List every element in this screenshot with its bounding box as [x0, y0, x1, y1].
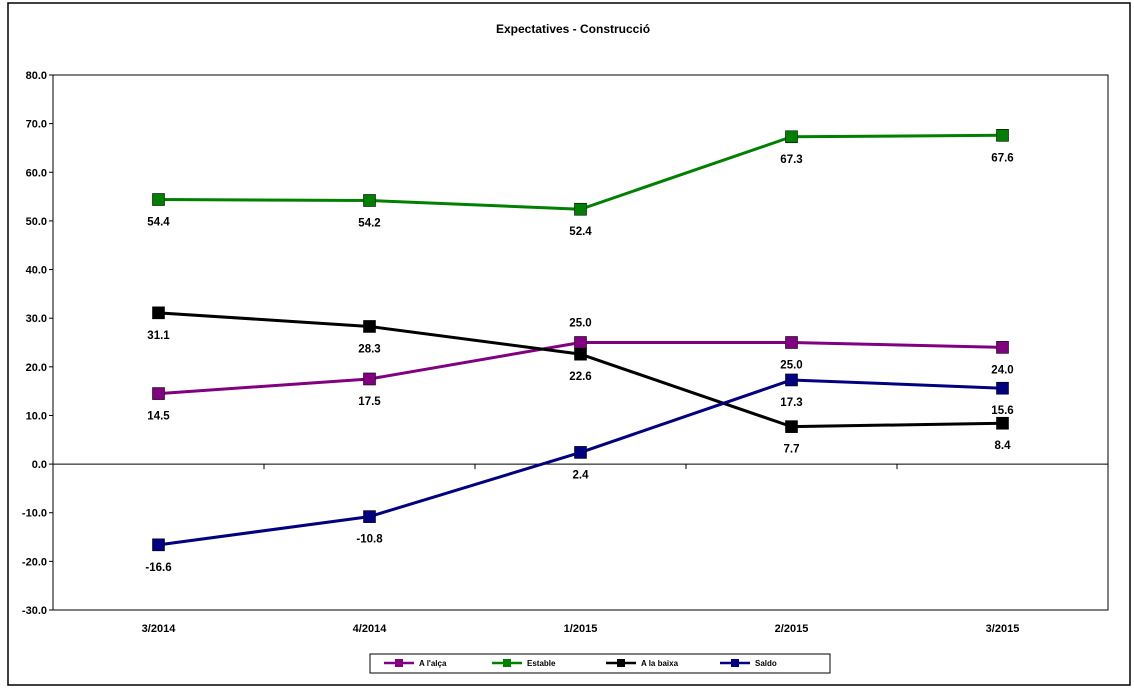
data-label: 2.4: [573, 469, 590, 481]
series-layer: [152, 129, 1009, 552]
data-point: [574, 446, 587, 459]
data-label: 22.6: [569, 371, 591, 383]
data-labels: 14.5 17.5 25.0 25.0 24.0 54.4 54.2 52.4 67.3 67.6…: [145, 152, 1013, 574]
data-label: 25.0: [569, 318, 591, 330]
x-tick-label: 1/2015: [564, 623, 598, 635]
data-label: 54.4: [147, 217, 170, 229]
legend-swatch-marker: [503, 659, 511, 667]
y-tick-label: 20.0: [26, 362, 47, 374]
y-tick-label: -30.0: [22, 605, 47, 617]
data-point: [996, 381, 1009, 395]
y-tick-label: 40.0: [26, 265, 47, 277]
data-point: [996, 416, 1009, 430]
data-point: [152, 306, 165, 320]
data-point: [363, 320, 376, 333]
data-label: 67.3: [780, 154, 802, 166]
data-label: -16.6: [145, 562, 171, 574]
data-point: [574, 347, 587, 361]
y-tick-label: 60.0: [26, 167, 47, 179]
legend: A l'alça Estable A la baixa Saldo: [369, 653, 831, 674]
axes: 80.0 70.0 60.0 50.0 40.0 30.0 20.0 10.0 0.0 -10.0…: [22, 70, 1109, 635]
x-tick-label: 4/2014: [353, 623, 388, 635]
chart-title: Expectatives - Construcció: [496, 22, 650, 36]
data-label: 28.3: [358, 343, 380, 355]
x-tick-label: 3/2014: [142, 623, 177, 635]
data-point: [574, 202, 587, 216]
data-label: 54.2: [358, 217, 380, 229]
data-point: [996, 341, 1009, 354]
data-point: [152, 387, 165, 400]
y-tick-label: 50.0: [26, 216, 47, 228]
data-label: 8.4: [995, 440, 1012, 452]
y-tick-label: 10.0: [26, 410, 47, 422]
data-label: 15.6: [991, 405, 1013, 417]
data-point: [785, 336, 798, 349]
data-point: [996, 129, 1009, 142]
data-label: 67.6: [991, 152, 1013, 164]
data-point: [363, 194, 376, 207]
x-tick-label: 2/2015: [775, 623, 809, 635]
data-point: [363, 510, 376, 523]
y-tick-label: -20.0: [22, 556, 47, 568]
data-label: 7.7: [784, 444, 800, 456]
data-point: [785, 373, 798, 387]
data-point: [152, 193, 165, 206]
x-tick-label: 3/2015: [986, 623, 1020, 635]
data-point: [574, 336, 587, 349]
y-tick-label: 30.0: [26, 313, 47, 325]
legend-label: Saldo: [755, 659, 777, 668]
data-point: [152, 538, 165, 552]
data-label: 31.1: [147, 330, 170, 342]
legend-box: [369, 653, 831, 674]
legend-swatch-marker: [395, 659, 403, 667]
y-tick-label: -10.0: [22, 508, 47, 520]
legend-label: A l'alça: [419, 659, 447, 668]
y-tick-label: 80.0: [26, 70, 47, 82]
data-label: 52.4: [569, 226, 592, 238]
data-point: [785, 420, 798, 433]
data-label: 25.0: [780, 360, 802, 372]
data-label: 14.5: [147, 411, 170, 423]
legend-label: A la baixa: [641, 659, 679, 668]
data-label: 24.0: [991, 364, 1013, 376]
data-point: [363, 372, 376, 386]
y-tick-label: 70.0: [26, 119, 47, 131]
legend-swatch-marker: [731, 659, 739, 667]
data-label: -10.8: [356, 534, 383, 546]
data-point: [785, 130, 798, 144]
data-label: 17.3: [780, 397, 802, 409]
legend-swatch-marker: [617, 659, 625, 667]
data-label: 17.5: [358, 396, 381, 408]
y-tick-label: 0.0: [32, 459, 47, 471]
legend-label: Estable: [527, 659, 556, 668]
